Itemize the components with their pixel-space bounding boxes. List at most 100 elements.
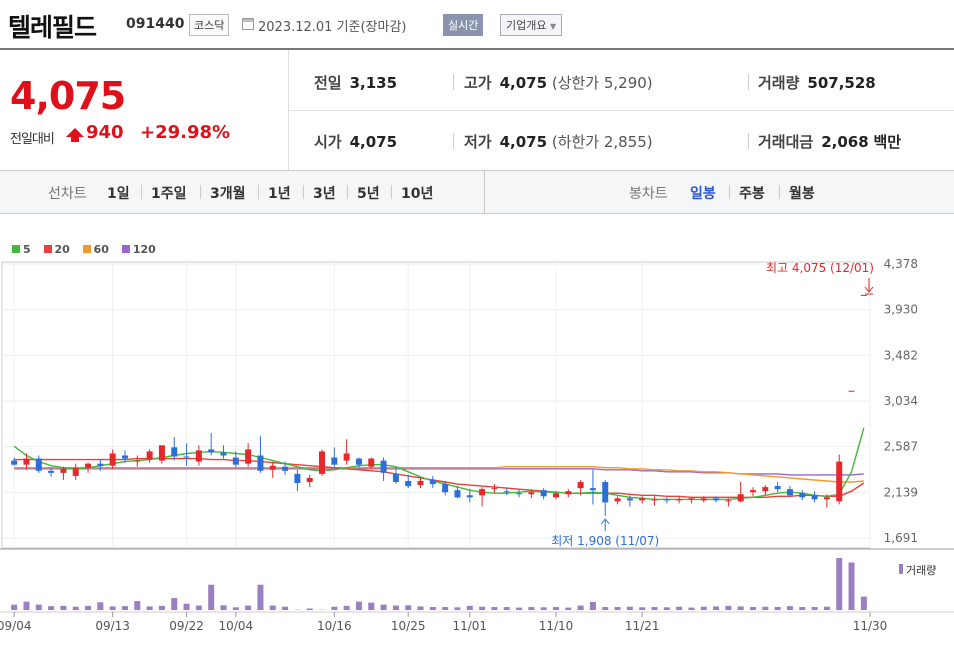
candle-body: [48, 470, 55, 473]
ma5-line: [13, 427, 865, 501]
x-tick-label: 11/01: [452, 619, 487, 633]
volume-bar: [257, 584, 264, 610]
tab-5year[interactable]: 5년: [357, 186, 380, 202]
candle-body: [195, 450, 202, 462]
volume-value: 507,528: [807, 74, 876, 92]
volume-bar: [614, 607, 621, 610]
tab-10year[interactable]: 10년: [401, 186, 434, 202]
x-tick-label: 11/10: [539, 619, 574, 633]
volume-bar: [158, 605, 165, 610]
volume-bar: [737, 606, 744, 610]
up-arrow-icon: [66, 128, 84, 137]
y-tick-label: 3,930: [884, 303, 918, 317]
tab-1year[interactable]: 1년: [268, 186, 291, 202]
volume-bar: [380, 604, 387, 610]
volume-bar: [540, 607, 547, 610]
candle-body: [392, 473, 399, 483]
divider: [748, 74, 749, 90]
company-overview-dropdown[interactable]: 기업개요 ▼: [500, 14, 563, 36]
min-label: 최저 1,908 (11/07): [551, 534, 659, 548]
volume-bar: [676, 606, 683, 610]
x-tick-label: 09/13: [95, 619, 130, 633]
candle-body: [528, 492, 535, 495]
volume-bar: [589, 601, 596, 610]
volume-swatch: [899, 564, 903, 574]
candle-body: [823, 497, 830, 500]
candle-body: [232, 457, 239, 465]
volume-bar: [442, 607, 449, 610]
volume-bar: [85, 605, 92, 610]
candle-body: [282, 466, 289, 471]
caret-down-icon: ▼: [549, 22, 557, 31]
candle-body: [552, 493, 559, 498]
candle-body: [540, 490, 547, 497]
market-badge: 코스닥: [189, 14, 230, 36]
volume-bar: [602, 607, 609, 610]
volume-bar: [392, 605, 399, 610]
candle-body: [183, 456, 190, 458]
candle-body: [35, 458, 42, 471]
candle-body: [799, 493, 806, 498]
candle-body: [257, 455, 264, 471]
volume-bar: [750, 607, 757, 610]
open-label: 시가: [314, 133, 342, 151]
current-price: 4,075: [10, 74, 126, 118]
divider: [141, 185, 142, 199]
candle-body: [762, 487, 769, 492]
volume-bar: [836, 558, 843, 610]
candle-body: [811, 495, 818, 500]
tab-1day[interactable]: 1일: [107, 186, 130, 202]
volume-bar: [23, 601, 30, 610]
y-tick-label: 2,139: [884, 485, 918, 499]
min-arrow-head: [600, 518, 610, 525]
candle-body: [331, 457, 338, 465]
candle-body: [589, 488, 596, 491]
legend-label: 20: [54, 243, 70, 256]
volume-bar: [639, 607, 646, 610]
volume-label: 거래량: [758, 74, 800, 92]
volume-bar: [97, 602, 104, 610]
max-label: 최고 4,075 (12/01): [766, 261, 874, 275]
volume-bar: [491, 607, 498, 610]
volume-bar: [134, 601, 141, 610]
candle-body: [848, 390, 855, 392]
candle-body: [676, 499, 683, 501]
volume-bar: [306, 608, 313, 610]
prev-close-value: 3,135: [349, 74, 398, 92]
tab-3year[interactable]: 3년: [313, 186, 336, 202]
candle-body: [626, 498, 633, 501]
candle-body: [516, 493, 523, 495]
volume-bar: [355, 601, 362, 610]
candle-body: [442, 484, 449, 493]
legend-label: 5: [23, 243, 31, 256]
volume-bar: [269, 605, 276, 610]
volume-bar: [282, 606, 289, 610]
candle-body: [121, 455, 128, 459]
y-tick-label: 4,378: [884, 257, 918, 271]
row-divider: [288, 110, 954, 111]
volume-bar: [171, 598, 178, 610]
candle-body: [11, 460, 18, 465]
tab-weekly[interactable]: 주봉: [739, 186, 765, 202]
candle-body: [306, 477, 313, 483]
volume-bar: [577, 605, 584, 610]
volume-bar: [368, 602, 375, 610]
realtime-button[interactable]: 실시간: [443, 14, 484, 36]
tab-daily[interactable]: 일봉: [690, 186, 716, 202]
tab-1week[interactable]: 1주일: [151, 186, 187, 202]
candle-body: [417, 480, 424, 486]
divider: [729, 185, 730, 199]
legend-ma5: 5: [12, 243, 31, 256]
low-value: 4,075: [499, 133, 548, 151]
volume-bar: [417, 606, 424, 610]
amount-unit: 백만: [873, 133, 902, 151]
tab-monthly[interactable]: 월봉: [789, 186, 815, 202]
volume-bar: [688, 607, 695, 610]
x-tick-label: 11/30: [853, 619, 888, 633]
tab-3month[interactable]: 3개월: [210, 186, 246, 202]
calendar-icon: [242, 18, 254, 30]
change-label: 전일대비: [10, 132, 55, 147]
candle-body: [171, 447, 178, 457]
candle-body: [368, 458, 375, 467]
